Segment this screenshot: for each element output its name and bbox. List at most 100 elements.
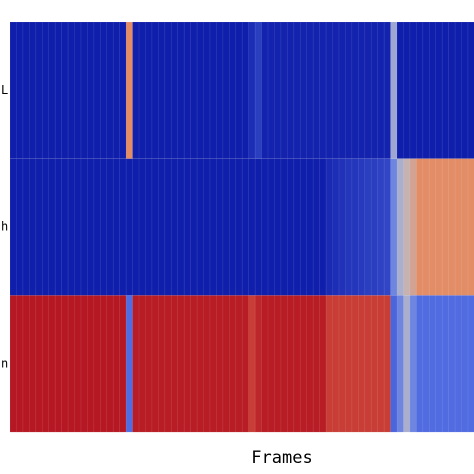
heatmap-cell [229,21,237,159]
heatmap-cell [467,295,474,433]
heatmap-cell [93,295,101,433]
heatmap-cell [132,158,140,296]
heatmap-cell [319,295,327,433]
heatmap-cell [229,295,237,433]
heatmap-cell [357,21,366,159]
heatmap-cell [16,295,24,433]
heatmap-cell [125,295,134,433]
heatmap-cell [209,21,217,159]
heatmap-cell [351,295,359,433]
heatmap-cell [216,21,224,159]
heatmap-cell [377,158,385,296]
heatmap-cell [67,158,76,296]
heatmap-cell [351,158,359,296]
heatmap-cell [396,21,405,159]
heatmap-cell [196,21,205,159]
heatmap-cell [87,295,95,433]
heatmap-cell [164,21,172,159]
heatmap-cell [48,21,56,159]
heatmap-cell [416,295,424,433]
heatmap-cell [357,295,366,433]
heatmap-cell [351,21,359,159]
heatmap-cell [9,295,18,433]
heatmap-cell [35,21,43,159]
heatmap-cell [377,295,385,433]
heatmap-cell [112,158,121,296]
heatmap-cell [403,295,411,433]
heatmap-cell [41,21,50,159]
heatmap-cell [158,158,166,296]
heatmap-cell [409,158,417,296]
heatmap-cell [41,158,50,296]
heatmap-cell [132,295,140,433]
heatmap-cell [164,295,172,433]
heatmap-cell [100,158,108,296]
heatmap-cell [241,295,250,433]
heatmap-cell [422,295,430,433]
heatmap-cell [306,295,314,433]
heatmap-cell [370,295,379,433]
heatmap-cell [22,295,30,433]
heatmap-cell [145,158,153,296]
heatmap-cell [48,295,56,433]
heatmap-cell [190,158,198,296]
heatmap-cell [190,21,198,159]
heatmap-cell [106,21,114,159]
heatmap-cell [325,295,334,433]
x-axis-label: Frames [251,448,312,468]
heatmap-cell [177,158,185,296]
heatmap-cell [132,21,140,159]
heatmap-cell [338,158,347,296]
heatmap-cell [196,295,205,433]
heatmap-cell [280,295,288,433]
heatmap-cell [306,21,314,159]
heatmap-cell [229,158,237,296]
heatmap-cell [87,158,95,296]
heatmap-cell [396,295,405,433]
heatmap-cell [35,295,43,433]
heatmap-cell [222,295,230,433]
heatmap-cell [383,158,392,296]
heatmap-cell [428,295,437,433]
heatmap-cell [461,295,469,433]
heatmap-cell [312,158,321,296]
heatmap-cell [332,158,340,296]
heatmap-cell [267,158,276,296]
heatmap-cell [390,158,398,296]
y-tick-label: L [1,83,8,97]
heatmap-cell [435,21,443,159]
heatmap-cell [254,295,263,433]
heatmap-cell [203,295,211,433]
heatmap-cell [100,21,108,159]
heatmap-cell [235,295,243,433]
heatmap-cell [357,158,366,296]
heatmap-cell [125,21,134,159]
heatmap-cell [261,21,269,159]
heatmap-cell [409,21,417,159]
heatmap-cell [9,21,18,159]
heatmap-cell [299,295,308,433]
heatmap-cell [138,158,147,296]
heatmap-cell [254,158,263,296]
heatmap-cell [345,158,353,296]
heatmap-cell [383,21,392,159]
heatmap-cell [241,158,250,296]
heatmap-cell [448,158,456,296]
heatmap-cell [35,158,43,296]
heatmap-cell [61,158,69,296]
heatmap-cell [364,295,372,433]
heatmap-cell [287,295,295,433]
heatmap-cell [190,295,198,433]
heatmap-cell [183,158,192,296]
heatmap-cell [54,158,63,296]
heatmap-cell [29,295,37,433]
heatmap-cell [41,295,50,433]
heatmap-cell [435,158,443,296]
heatmap-cell [67,295,76,433]
heatmap-cell [80,295,88,433]
heatmap-cell [119,21,127,159]
heatmap-cell [274,295,282,433]
heatmap-cell [74,158,82,296]
heatmap-cell [454,21,463,159]
heatmap-cell [299,158,308,296]
